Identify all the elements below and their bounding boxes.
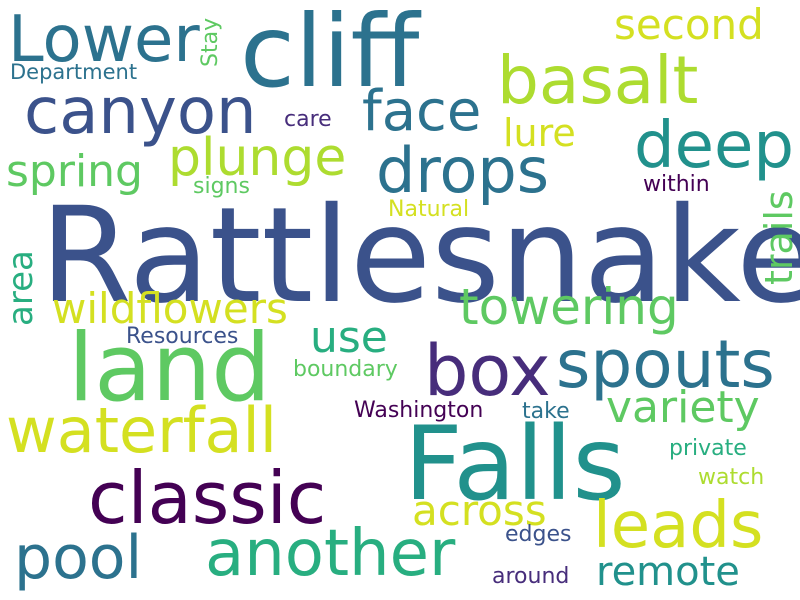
word-lower: Lower: [8, 3, 200, 77]
word-waterfall: waterfall: [6, 394, 277, 467]
word-care: care: [284, 107, 332, 132]
word-within: within: [643, 172, 710, 197]
word-area: area: [1, 250, 41, 326]
word-rattlesnake: Rattlesnake: [40, 179, 800, 333]
word-land: land: [68, 314, 271, 423]
word-leads: leads: [593, 489, 764, 563]
word-lure: lure: [503, 111, 576, 155]
word-canyon: canyon: [24, 75, 257, 149]
word-variety: variety: [606, 382, 760, 433]
word-spring: spring: [6, 146, 143, 197]
word-drops: drops: [376, 134, 550, 207]
word-plunge: plunge: [168, 128, 347, 188]
word-wildflowers: wildflowers: [52, 284, 288, 333]
word-edges: edges: [505, 522, 572, 547]
word-towering: towering: [459, 278, 679, 336]
word-spouts: spouts: [556, 326, 775, 403]
word-across: across: [412, 486, 547, 535]
word-private: private: [669, 436, 747, 461]
word-watch: watch: [698, 465, 765, 490]
word-signs: signs: [193, 174, 250, 199]
word-use: use: [310, 312, 388, 363]
word-another: another: [205, 517, 456, 591]
word-second: second: [614, 0, 764, 49]
word-resources: Resources: [126, 324, 239, 349]
word-around: around: [492, 564, 570, 589]
word-trails: trails: [757, 190, 800, 285]
word-classic: classic: [88, 456, 327, 540]
word-take: take: [522, 399, 570, 424]
word-basalt: basalt: [497, 42, 699, 119]
word-pool: pool: [14, 523, 143, 593]
word-department: Department: [10, 60, 138, 84]
word-washington: Washington: [354, 398, 484, 423]
word-stay: Stay: [198, 18, 223, 68]
word-deep: deep: [634, 109, 794, 183]
word-face: face: [362, 79, 482, 144]
word-cliff: cliff: [240, 0, 420, 110]
word-remote: remote: [596, 549, 740, 595]
word-falls: Falls: [404, 405, 626, 524]
word-natural: Natural: [388, 197, 470, 222]
word-boundary: boundary: [293, 357, 398, 382]
word-box: box: [424, 330, 551, 412]
